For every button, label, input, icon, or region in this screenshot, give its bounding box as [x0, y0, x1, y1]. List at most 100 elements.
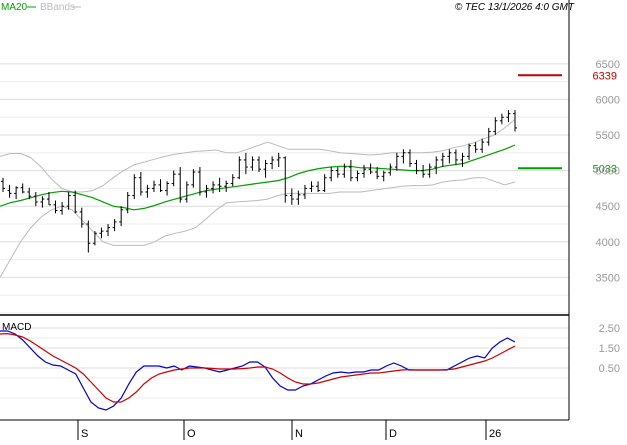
ohlc-bar: [27, 187, 32, 200]
ohlc-bar: [178, 167, 183, 203]
ohlc-bar: [414, 159, 419, 175]
ohlc-bar: [204, 184, 209, 198]
legend-ma20: MA20: [1, 2, 28, 13]
ohlc-bar: [92, 231, 97, 246]
ohlc-bar: [355, 170, 360, 182]
price-y-tick-label: 4500: [596, 201, 620, 213]
ohlc-bar: [375, 167, 380, 180]
ohlc-bar: [381, 170, 386, 182]
ohlc-bar: [119, 206, 124, 227]
ohlc-bar: [237, 156, 242, 180]
ohlc-bar: [421, 164, 426, 178]
ohlc-bar: [473, 142, 478, 153]
ohlc-bar: [224, 180, 229, 192]
support-label: 5033: [593, 163, 617, 175]
x-tick-label: S: [81, 428, 88, 440]
ohlc-bar: [394, 152, 399, 171]
ohlc-bar: [33, 191, 38, 207]
ohlc-bar: [493, 117, 498, 136]
ohlc-bar: [486, 127, 491, 146]
ohlc-bar: [79, 207, 84, 228]
macd-y-tick-label: 1.50: [599, 343, 620, 355]
ohlc-bar: [86, 220, 91, 253]
ohlc-bar: [388, 163, 393, 176]
x-tick-label: O: [187, 428, 196, 440]
ohlc-bar: [309, 181, 314, 192]
ohlc-bar: [368, 163, 373, 175]
copyright-text: © TEC 13/1/2026 4:0 GMT: [455, 2, 575, 13]
bband-lower-line: [0, 177, 516, 278]
ohlc-bar: [106, 224, 111, 237]
ohlc-bar: [348, 159, 353, 182]
price-y-tick-label: 6500: [596, 59, 620, 71]
ohlc-bar: [335, 167, 340, 178]
ohlc-bar: [112, 219, 117, 232]
ohlc-bar: [276, 152, 281, 168]
ohlc-bar: [289, 188, 294, 205]
ohlc-bar: [197, 167, 202, 196]
ohlc-bar: [263, 159, 268, 178]
ohlc-bar: [66, 191, 71, 210]
ohlc-bar: [447, 149, 452, 164]
ohlc-bar: [7, 184, 12, 198]
ohlc-bar: [499, 113, 504, 125]
ohlc-bar: [302, 184, 307, 200]
ohlc-bar: [296, 190, 301, 205]
macd-title: MACD: [2, 322, 31, 333]
ohlc-bar: [243, 152, 248, 175]
ohlc-bar: [46, 191, 51, 206]
macd-y-tick-label: 0.50: [599, 363, 620, 375]
ohlc-bar: [165, 181, 170, 196]
ohlc-bar: [230, 174, 235, 187]
ohlc-bar: [322, 174, 327, 192]
resistance-label: 6339: [593, 70, 617, 82]
x-tick-label: N: [295, 428, 303, 440]
ohlc-bar: [467, 143, 472, 160]
price-y-tick-label: 6000: [596, 94, 620, 106]
ohlc-bar: [217, 177, 222, 192]
ohlc-bar: [14, 186, 19, 200]
ohlc-bar: [132, 174, 137, 200]
ohlc-bar: [401, 149, 406, 164]
ohlc-bar: [191, 169, 196, 188]
ohlc-bar: [125, 191, 130, 214]
ohlc-bar: [60, 201, 65, 215]
ohlc-bar: [99, 227, 104, 239]
ohlc-bar: [73, 190, 78, 214]
ohlc-bar: [257, 156, 261, 173]
ohlc-bar: [453, 149, 458, 165]
ohlc-bar: [171, 170, 176, 187]
ohlc-bar: [316, 181, 321, 192]
ohlc-bar: [270, 156, 275, 170]
ohlc-bar: [250, 156, 255, 171]
price-y-tick-label: 4000: [596, 237, 620, 249]
ohlc-bar: [460, 152, 465, 168]
ohlc-bar: [158, 179, 163, 192]
ohlc-bar: [283, 156, 288, 203]
ohlc-bar: [506, 110, 511, 123]
ohlc-bar: [513, 110, 517, 132]
ohlc-bar: [1, 177, 5, 192]
ohlc-bar: [40, 196, 45, 208]
ohlc-bar: [407, 149, 412, 168]
ohlc-bar: [434, 156, 439, 175]
ohlc-bar: [362, 164, 367, 178]
price-y-tick-label: 5000: [596, 166, 620, 178]
x-tick-label: 26: [489, 428, 501, 440]
ohlc-bar: [138, 172, 143, 196]
ohlc-bar: [440, 152, 445, 168]
price-y-tick-label: 3500: [596, 272, 620, 284]
ohlc-bar: [53, 200, 58, 214]
ohlc-bar: [427, 163, 432, 178]
ohlc-bar: [342, 163, 347, 178]
macd-y-tick-label: 2.50: [599, 323, 620, 335]
ohlc-bar: [151, 180, 156, 192]
ohlc-bar: [20, 183, 25, 194]
ohlc-bar: [145, 184, 150, 198]
ohlc-bar: [184, 181, 189, 203]
signal-line: [0, 332, 516, 403]
ohlc-bar: [329, 167, 334, 182]
ohlc-bar: [480, 138, 485, 153]
